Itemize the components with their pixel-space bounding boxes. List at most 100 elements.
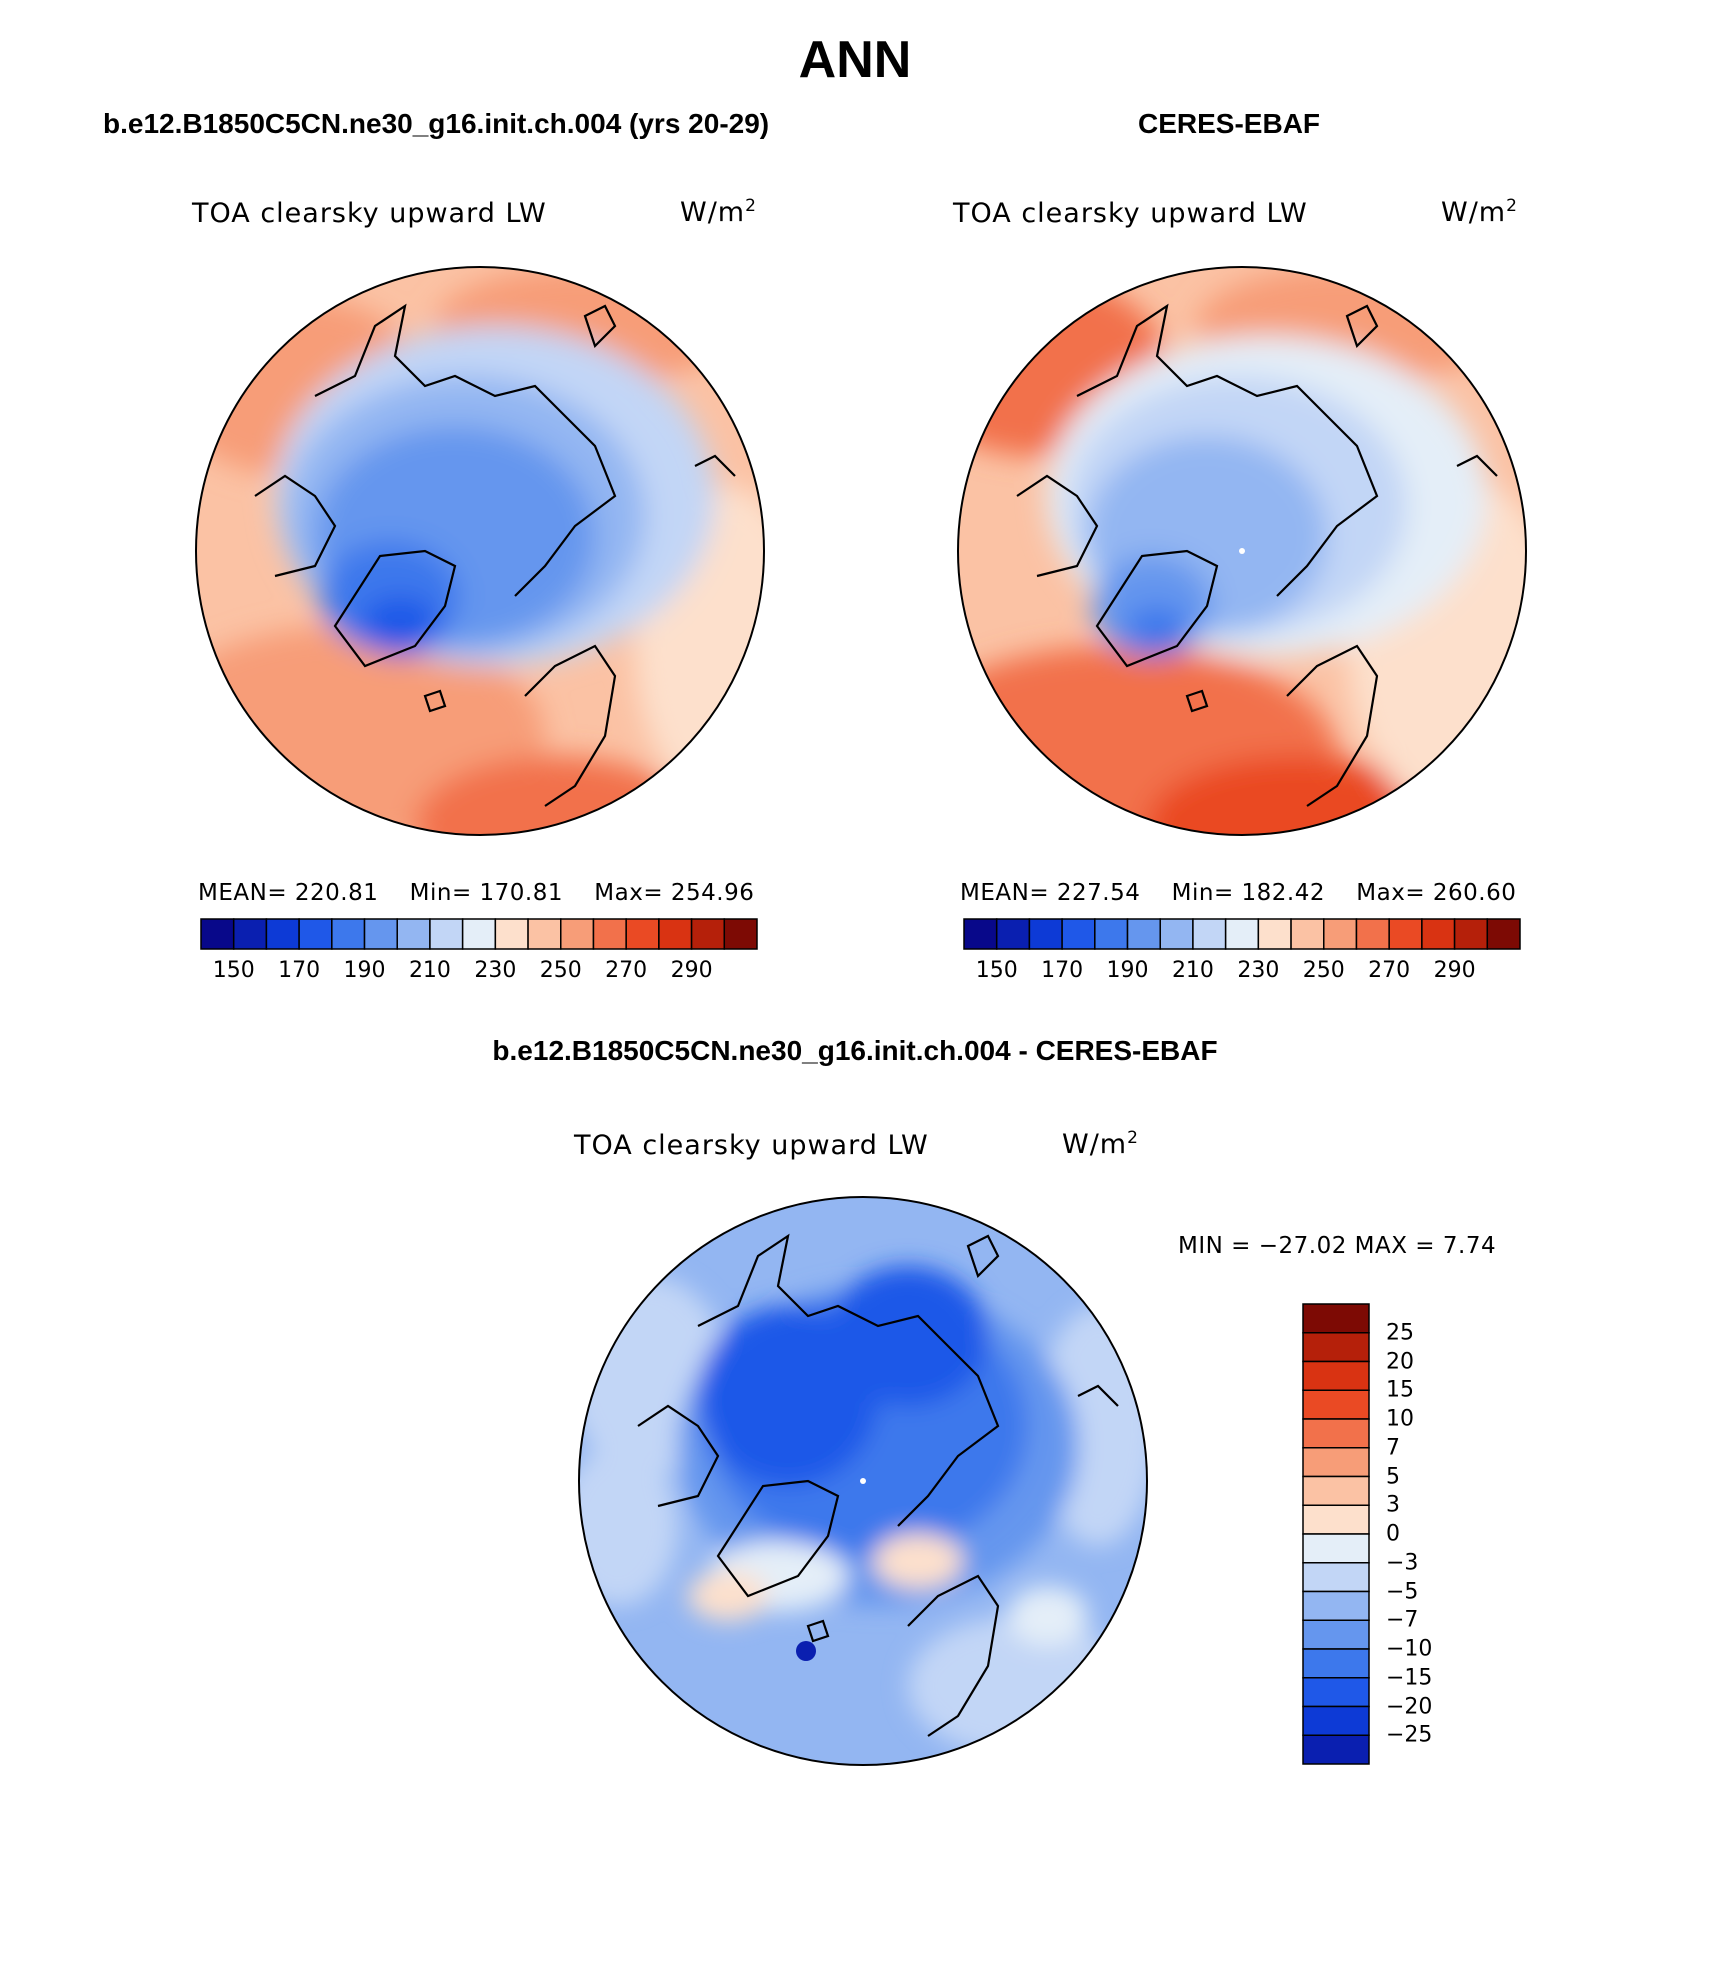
difference-coastlines xyxy=(637,1233,1119,1737)
model-colorbar-box xyxy=(658,918,693,950)
difference-colorbar-tick-label: −15 xyxy=(1386,1665,1433,1691)
model-colorbar-tick-label: 270 xyxy=(605,958,648,983)
difference-colorbar-tick-label: 25 xyxy=(1386,1320,1414,1346)
difference-colorbar-box xyxy=(1302,1533,1370,1564)
difference-colorbar-tick-label: 10 xyxy=(1386,1406,1414,1432)
model-colorbar-box xyxy=(723,918,758,950)
difference-colorbar-tick-label: −25 xyxy=(1386,1722,1433,1748)
model-colorbar-box xyxy=(625,918,660,950)
difference-colorbar-box xyxy=(1302,1504,1370,1535)
obs-panel-heading: CERES-EBAF xyxy=(1138,108,1321,139)
model-panel-heading: b.e12.B1850C5CN.ne30_g16.init.ch.004 (yr… xyxy=(103,108,770,139)
model-field-fill xyxy=(196,267,764,835)
difference-colorbar-box xyxy=(1302,1475,1370,1506)
model-colorbar-tick-label: 290 xyxy=(670,958,713,983)
obs-field-title: TOA clearsky upward LW xyxy=(953,198,1308,229)
model-colorbar-box xyxy=(232,918,268,950)
model-colorbar-box xyxy=(527,918,562,950)
obs-colorbar-tick-label: 230 xyxy=(1237,958,1280,983)
model-max: Max= 254.96 xyxy=(594,880,755,906)
model-mean: MEAN= 220.81 xyxy=(198,880,379,906)
obs-field-fill xyxy=(958,267,1526,835)
difference-colorbar-tick-label: 0 xyxy=(1386,1521,1400,1547)
difference-field-title: TOA clearsky upward LW xyxy=(574,1130,929,1161)
obs-colorbar-box xyxy=(1388,918,1423,950)
model-stats: MEAN= 220.81 Min= 170.81 Max= 254.96 xyxy=(198,880,754,906)
obs-colorbar-box xyxy=(1224,918,1260,950)
difference-colorbar-box xyxy=(1302,1705,1370,1736)
model-colorbar xyxy=(200,918,758,950)
obs-units: W/m2 xyxy=(1441,196,1518,228)
obs-colorbar-box xyxy=(963,918,998,950)
model-colorbar-ticks: 150 170 190 210 230 250 270 290 xyxy=(201,958,757,988)
obs-colorbar-box xyxy=(1094,918,1129,950)
obs-colorbar-tick-label: 250 xyxy=(1302,958,1345,983)
obs-colorbar-box xyxy=(1355,918,1390,950)
difference-colorbar-box xyxy=(1302,1677,1370,1708)
obs-colorbar-tick-label: 170 xyxy=(1041,958,1084,983)
difference-heading: b.e12.B1850C5CN.ne30_g16.init.ch.004 - C… xyxy=(492,1035,1218,1066)
difference-colorbar-ticks: 25 20 15 10 7 5 3 0 −3 −5 −7 −10 −15 −20 −25 xyxy=(1386,1304,1466,1764)
difference-colorbar-box xyxy=(1302,1562,1370,1593)
obs-polar-map xyxy=(957,266,1527,836)
model-field-title: TOA clearsky upward LW xyxy=(192,198,547,229)
difference-colorbar-box xyxy=(1302,1590,1370,1621)
obs-colorbar-box xyxy=(1061,918,1096,950)
model-colorbar-tick-label: 250 xyxy=(539,958,582,983)
difference-colorbar-tick-label: −3 xyxy=(1386,1550,1419,1576)
difference-minmax: MIN = −27.02 MAX = 7.74 xyxy=(1178,1233,1497,1259)
model-colorbar-box xyxy=(396,918,431,950)
obs-mean: MEAN= 227.54 xyxy=(960,880,1141,906)
model-units: W/m2 xyxy=(680,196,757,228)
model-colorbar-box xyxy=(363,918,398,950)
difference-colorbar-box xyxy=(1302,1734,1370,1765)
obs-colorbar xyxy=(963,918,1521,950)
obs-min: Min= 182.42 xyxy=(1171,880,1326,906)
obs-coastlines xyxy=(1016,303,1498,807)
obs-colorbar-box xyxy=(1126,918,1161,950)
main-title: ANN xyxy=(798,31,912,89)
difference-pole-marker xyxy=(860,1478,866,1484)
obs-colorbar-tick-label: 270 xyxy=(1368,958,1411,983)
obs-colorbar-box xyxy=(1028,918,1063,950)
model-colorbar-box xyxy=(461,918,497,950)
difference-colorbar-box xyxy=(1302,1389,1370,1420)
model-colorbar-box xyxy=(200,918,235,950)
difference-colorbar-tick-label: 5 xyxy=(1386,1464,1400,1489)
difference-colorbar-box xyxy=(1302,1418,1370,1449)
difference-colorbar-box xyxy=(1302,1303,1370,1334)
model-polar-map xyxy=(195,266,765,836)
model-colorbar-tick-label: 190 xyxy=(343,958,386,983)
obs-colorbar-box xyxy=(1486,918,1521,950)
obs-colorbar-tick-label: 290 xyxy=(1433,958,1476,983)
difference-colorbar-tick-label: −5 xyxy=(1386,1579,1419,1604)
difference-colorbar-tick-label: 20 xyxy=(1386,1349,1414,1374)
model-colorbar-box xyxy=(265,918,300,950)
obs-pole-marker xyxy=(1239,548,1245,554)
obs-colorbar-tick-label: 150 xyxy=(975,958,1018,983)
model-colorbar-box xyxy=(298,918,333,950)
difference-colorbar xyxy=(1302,1303,1370,1765)
obs-colorbar-box xyxy=(1290,918,1325,950)
difference-field-fill xyxy=(579,1197,1147,1765)
model-colorbar-tick-label: 170 xyxy=(278,958,321,983)
model-colorbar-tick-label: 210 xyxy=(408,958,451,983)
obs-colorbar-box xyxy=(1421,918,1456,950)
obs-colorbar-box xyxy=(1192,918,1227,950)
obs-stats: MEAN= 227.54 Min= 182.42 Max= 260.60 xyxy=(960,880,1516,906)
model-colorbar-box xyxy=(494,918,529,950)
model-colorbar-tick-label: 230 xyxy=(474,958,517,983)
model-coastlines xyxy=(254,303,736,807)
model-colorbar-tick-label: 150 xyxy=(212,958,255,983)
obs-colorbar-box xyxy=(1323,918,1358,950)
model-colorbar-box xyxy=(592,918,627,950)
difference-colorbar-tick-label: −7 xyxy=(1386,1607,1419,1633)
difference-colorbar-tick-label: 7 xyxy=(1386,1435,1400,1461)
model-colorbar-box xyxy=(429,918,464,950)
obs-colorbar-box xyxy=(995,918,1031,950)
difference-colorbar-tick-label: 3 xyxy=(1386,1492,1400,1518)
difference-colorbar-box xyxy=(1302,1619,1370,1650)
obs-colorbar-tick-label: 210 xyxy=(1171,958,1214,983)
model-colorbar-box xyxy=(560,918,595,950)
obs-colorbar-box xyxy=(1159,918,1194,950)
